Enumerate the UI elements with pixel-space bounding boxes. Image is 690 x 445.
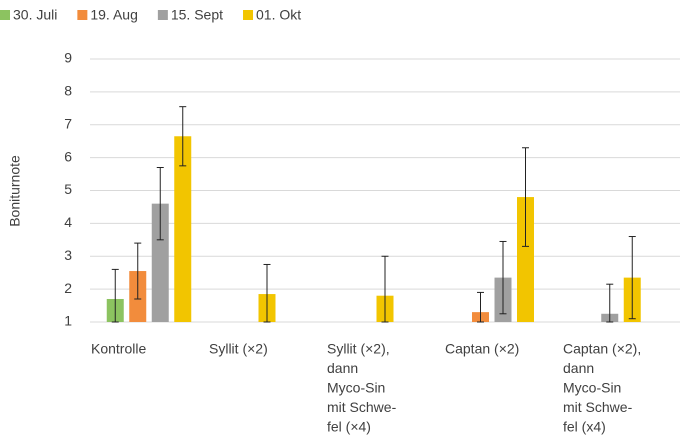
x-tick-label: Captan (×2), bbox=[563, 341, 641, 357]
x-tick-label: dann bbox=[563, 360, 594, 376]
x-tick-label: Syllit (×2), bbox=[327, 341, 390, 357]
x-tick-label: dann bbox=[327, 360, 358, 376]
x-tick-label: mit Schwe- bbox=[327, 399, 397, 415]
x-tick-label: fel (x4) bbox=[563, 419, 606, 435]
y-tick-label: 2 bbox=[64, 280, 72, 296]
bar bbox=[151, 203, 169, 322]
x-tick-label: Captan (×2) bbox=[445, 341, 519, 357]
x-tick-label: Myco-Sin bbox=[563, 380, 621, 396]
x-tick-label: Myco-Sin bbox=[327, 380, 385, 396]
x-tick-label: fel (×4) bbox=[327, 419, 371, 435]
x-tick-label: Syllit (×2) bbox=[209, 341, 268, 357]
y-tick-label: 7 bbox=[64, 115, 72, 131]
y-tick-label: 8 bbox=[64, 83, 72, 99]
legend-swatch bbox=[243, 10, 254, 20]
legend-label: 15. Sept bbox=[171, 7, 223, 23]
legend-swatch bbox=[157, 10, 168, 20]
y-tick-label: 4 bbox=[64, 214, 72, 230]
y-tick-label: 5 bbox=[64, 181, 72, 197]
bar bbox=[174, 136, 192, 322]
legend-swatch bbox=[77, 10, 88, 20]
legend-label: 30. Juli bbox=[13, 7, 57, 23]
legend-label: 19. Aug bbox=[90, 7, 138, 23]
y-axis-label: Boniturnote bbox=[7, 155, 23, 227]
y-tick-label: 1 bbox=[64, 313, 72, 329]
x-tick-label: mit Schwe- bbox=[563, 399, 633, 415]
y-tick-label: 3 bbox=[64, 247, 72, 263]
bar bbox=[517, 197, 534, 322]
legend-swatch bbox=[0, 10, 10, 20]
x-tick-label: Kontrolle bbox=[91, 341, 146, 357]
legend-label: 01. Okt bbox=[256, 7, 301, 23]
y-tick-label: 9 bbox=[64, 50, 72, 66]
y-tick-label: 6 bbox=[64, 148, 72, 164]
